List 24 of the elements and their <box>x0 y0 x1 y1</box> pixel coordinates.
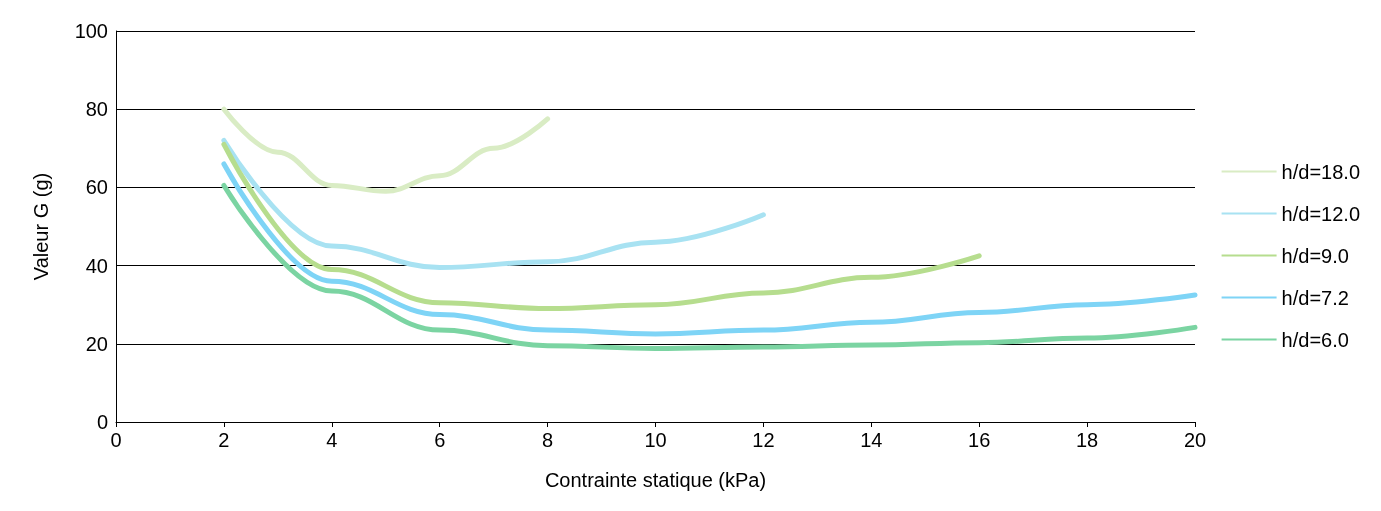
x-tick-label: 0 <box>110 429 122 451</box>
x-tick-label: 18 <box>1075 429 1099 451</box>
y-tick-label: 40 <box>85 254 108 277</box>
x-tick-label: 20 <box>1183 429 1207 451</box>
x-tick-label: 10 <box>644 429 667 451</box>
x-tick-label: 16 <box>968 429 991 451</box>
x-tick-label: 8 <box>542 429 554 451</box>
y-tick-label: 20 <box>85 332 108 355</box>
x-tick-label: 2 <box>218 429 230 451</box>
x-axis-title: Contrainte statique (kPa) <box>544 469 767 491</box>
legend-label: h/d=9.0 <box>1281 244 1349 267</box>
y-tick-label: 100 <box>74 20 108 42</box>
x-tick-label: 4 <box>326 429 338 451</box>
legend-label: h/d=12.0 <box>1281 202 1361 225</box>
y-tick-label: 0 <box>96 411 108 433</box>
legend-label: h/d=7.2 <box>1281 286 1349 309</box>
x-tick-label: 12 <box>752 429 775 451</box>
y-tick-label: 60 <box>85 176 108 199</box>
x-tick-label: 6 <box>434 429 446 451</box>
legend-label: h/d=6.0 <box>1281 328 1349 351</box>
y-axis-title: Valeur G (g) <box>30 172 52 281</box>
x-tick-label: 14 <box>860 429 883 451</box>
y-tick-label: 80 <box>85 98 108 121</box>
legend-label: h/d=18.0 <box>1281 160 1361 183</box>
